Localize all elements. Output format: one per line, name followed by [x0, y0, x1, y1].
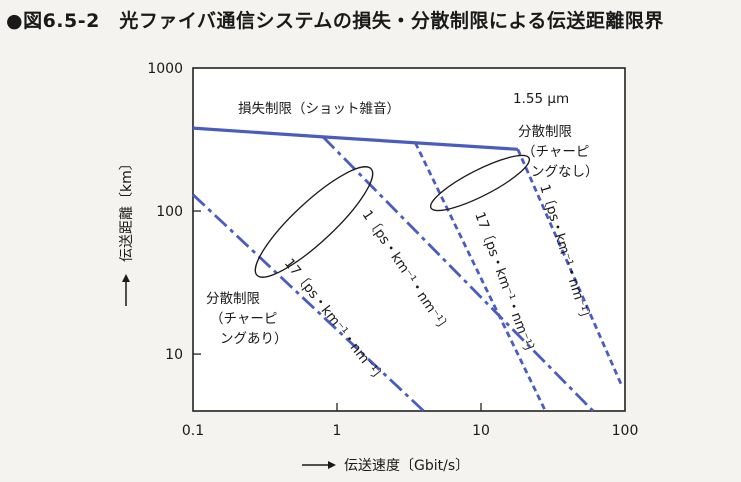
- series-lines: [192, 126, 624, 413]
- x-tick-label: 0.1: [182, 423, 204, 439]
- annotation-no-chirp-1: 分散制限: [518, 124, 572, 140]
- annotation-no-chirp-2: （チャーピ: [522, 144, 589, 160]
- plot-frame: [192, 67, 626, 412]
- y-tick-label: 1000: [147, 61, 183, 77]
- axis-ticks: 0.1 1 10 100 10 100 1000: [147, 61, 638, 439]
- y-tick-label: 100: [156, 204, 183, 220]
- grouping-ellipses: [254, 154, 531, 278]
- annotation-loss-label: 損失制限（ショット雑音）: [238, 100, 400, 117]
- series-dispersion-1-no-chirp: [516, 148, 624, 387]
- annotation-with-chirp-1: 分散制限: [206, 291, 260, 307]
- x-tick-label: 100: [612, 423, 639, 439]
- y-tick-label: 10: [165, 347, 183, 363]
- y-axis-title: 伝送距離〔km〕: [118, 156, 135, 306]
- ellipse-with-chirp: [254, 166, 374, 278]
- annotation-with-chirp-2: （チャーピ: [210, 311, 277, 327]
- annotation-wavelength: 1.55 μm: [513, 91, 569, 107]
- x-tick-label: 1: [333, 423, 342, 439]
- x-tick-label: 10: [472, 423, 490, 439]
- annotation-with-chirp-3: ングあり）: [220, 331, 288, 347]
- x-axis-label: 伝送速度〔Gbit/s〕: [344, 458, 469, 474]
- figure-title: ●図6.5-2 光ファイバ通信システムの損失・分散制限による伝送距離限界: [6, 10, 664, 32]
- y-axis-label: 伝送距離〔km〕: [118, 156, 135, 262]
- x-axis-title: 伝送速度〔Gbit/s〕: [302, 458, 469, 474]
- series-dispersion-1-with-chirp: [322, 135, 595, 412]
- series-dispersion-17-with-chirp: [192, 193, 425, 413]
- annotation-no-chirp-3: ングなし）: [531, 164, 599, 180]
- ellipse-no-chirp: [429, 154, 531, 212]
